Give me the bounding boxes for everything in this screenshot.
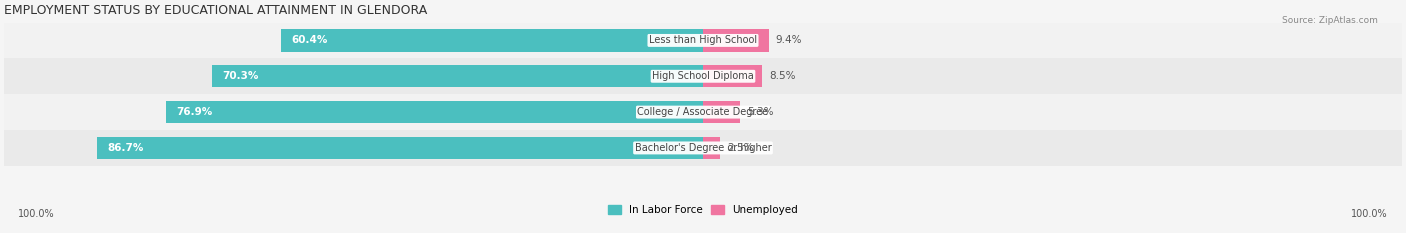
Text: Bachelor's Degree or higher: Bachelor's Degree or higher bbox=[634, 143, 772, 153]
Text: 100.0%: 100.0% bbox=[1351, 209, 1388, 219]
Bar bbox=[703, 65, 762, 87]
Text: Less than High School: Less than High School bbox=[650, 35, 756, 45]
Bar bbox=[4, 58, 1402, 94]
Bar bbox=[166, 101, 703, 123]
Text: 8.5%: 8.5% bbox=[769, 71, 796, 81]
Bar bbox=[703, 137, 720, 159]
Bar bbox=[4, 23, 1402, 58]
Text: High School Diploma: High School Diploma bbox=[652, 71, 754, 81]
Bar bbox=[4, 94, 1402, 130]
Text: 9.4%: 9.4% bbox=[776, 35, 803, 45]
Bar bbox=[97, 137, 703, 159]
Text: 2.5%: 2.5% bbox=[727, 143, 754, 153]
Text: 5.3%: 5.3% bbox=[747, 107, 773, 117]
Bar bbox=[703, 29, 769, 51]
Bar bbox=[212, 65, 703, 87]
Text: College / Associate Degree: College / Associate Degree bbox=[637, 107, 769, 117]
Text: 60.4%: 60.4% bbox=[291, 35, 328, 45]
Text: EMPLOYMENT STATUS BY EDUCATIONAL ATTAINMENT IN GLENDORA: EMPLOYMENT STATUS BY EDUCATIONAL ATTAINM… bbox=[4, 4, 427, 17]
Bar bbox=[281, 29, 703, 51]
Bar bbox=[703, 101, 740, 123]
Text: 86.7%: 86.7% bbox=[108, 143, 143, 153]
Text: Source: ZipAtlas.com: Source: ZipAtlas.com bbox=[1282, 16, 1378, 25]
Text: 76.9%: 76.9% bbox=[176, 107, 212, 117]
Text: 70.3%: 70.3% bbox=[222, 71, 259, 81]
Legend: In Labor Force, Unemployed: In Labor Force, Unemployed bbox=[609, 205, 797, 215]
Bar bbox=[4, 130, 1402, 166]
Text: 100.0%: 100.0% bbox=[18, 209, 55, 219]
